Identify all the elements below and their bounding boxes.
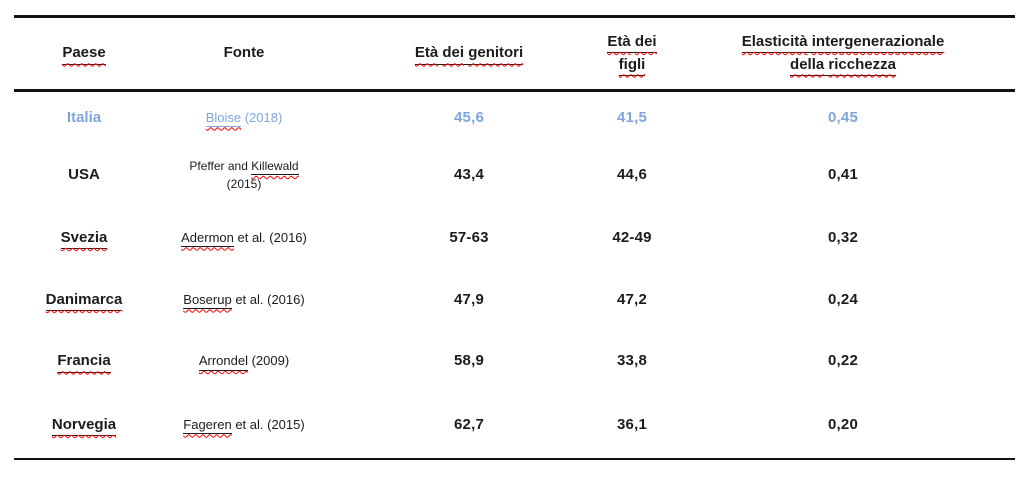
header-word: Elasticità	[741, 33, 808, 50]
country-cell: Danimarca	[14, 289, 154, 312]
country-label: Danimarca	[45, 290, 123, 311]
source-cell: Arrondel (2009)	[154, 352, 354, 371]
header-fonte-label: Fonte	[223, 44, 265, 62]
table-header-row: Paese Fonte Età dei genitori Età dei fig…	[14, 18, 1015, 92]
children-age-value: 36,1	[617, 415, 647, 433]
source-cell: Pfeffer and Killewald (2015)	[154, 158, 354, 193]
table-row-francia: Francia Arrondel (2009) 58,9 33,8 0,22	[14, 331, 1015, 392]
parents-age-value: 62,7	[454, 415, 484, 433]
header-fonte: Fonte	[154, 42, 354, 65]
source-pre: Pfeffer and	[189, 159, 252, 174]
children-age-value: 44,6	[617, 166, 647, 184]
children-age-value: 41,5	[617, 108, 647, 126]
children-age-value: 33,8	[617, 352, 647, 370]
source-rest: et al. (2016)	[233, 229, 307, 245]
header-word: dei	[634, 33, 657, 50]
elasticity-value: 0,32	[828, 228, 858, 246]
source-author: Boserup	[183, 291, 232, 310]
country-cell: Italia	[14, 107, 154, 130]
parents-age-value: 45,6	[454, 108, 484, 126]
parents-age-value: 47,9	[454, 290, 484, 308]
country-label: Francia	[57, 351, 111, 373]
header-paese-label: Paese	[62, 44, 106, 62]
elasticity-value: 0,24	[828, 290, 858, 308]
source-rest: (2009)	[247, 353, 290, 369]
header-word: Età	[607, 33, 631, 50]
source-rest: et al. (2016)	[231, 291, 305, 307]
elasticity-value: 0,41	[828, 166, 858, 184]
parents-age-value: 57-63	[449, 228, 489, 246]
source-cell: Boserup et al. (2016)	[154, 291, 354, 310]
header-elasticita: Elasticità intergenerazionale della ricc…	[714, 31, 1015, 76]
country-label: USA	[68, 166, 100, 184]
header-word: ricchezza	[828, 55, 896, 73]
children-age-value: 42-49	[612, 228, 652, 246]
source-author: Adermon	[181, 229, 234, 248]
header-word: dei	[442, 44, 465, 62]
header-eta-genitori-underline: Età dei genitori	[414, 43, 524, 65]
parents-age-value: 43,4	[454, 166, 484, 184]
elasticity-value: 0,22	[828, 352, 858, 370]
source-cell: Adermon et al. (2016)	[154, 229, 354, 248]
header-word: della	[790, 55, 825, 73]
header-eta-figli: Età dei figli	[584, 31, 714, 76]
source-cell: Fageren et al. (2015)	[154, 416, 354, 435]
source-author: Fageren	[183, 416, 232, 435]
country-label: Italia	[66, 108, 102, 126]
table-row-danimarca: Danimarca Boserup et al. (2016) 47,9 47,…	[14, 269, 1015, 331]
country-cell: Norvegia	[14, 414, 154, 437]
header-word: intergenerazionale	[811, 33, 945, 50]
source-author: Bloise	[205, 109, 242, 128]
table-row-usa: USA Pfeffer and Killewald (2015) 43,4 44…	[14, 144, 1015, 207]
country-cell: Svezia	[14, 227, 154, 250]
table-row-italia: Italia Bloise (2018) 45,6 41,5 0,45	[14, 92, 1015, 144]
table-body: Italia Bloise (2018) 45,6 41,5 0,45 USA …	[14, 92, 1015, 458]
table-row-svezia: Svezia Adermon et al. (2016) 57-63 42-49…	[14, 207, 1015, 269]
source-author: Killewald	[251, 158, 299, 176]
elasticity-value: 0,45	[828, 108, 858, 126]
country-cell: Francia	[14, 350, 154, 373]
source-year: (2015)	[226, 176, 262, 191]
header-word: figli	[618, 55, 646, 73]
header-word: genitori	[468, 44, 524, 62]
source-rest: (2018)	[241, 109, 283, 125]
children-age-value: 47,2	[617, 290, 647, 308]
table-row-norvegia: Norvegia Fageren et al. (2015) 62,7 36,1…	[14, 392, 1015, 458]
header-eta-genitori: Età dei genitori	[354, 42, 584, 65]
source-author: Arrondel	[198, 352, 248, 371]
elasticity-value: 0,20	[828, 415, 858, 433]
header-eta-figli-line2: figli	[618, 55, 646, 76]
header-elasticita-line2: della ricchezza	[790, 55, 896, 76]
wealth-elasticity-table: Paese Fonte Età dei genitori Età dei fig…	[14, 15, 1015, 460]
header-eta-figli-line1: Età dei	[607, 32, 657, 54]
country-cell: USA	[14, 164, 154, 187]
parents-age-value: 58,9	[454, 352, 484, 370]
country-label: Norvegia	[51, 415, 117, 436]
header-paese: Paese	[14, 42, 154, 65]
header-paese-underline: Paese	[62, 43, 106, 65]
header-elasticita-line1: Elasticità intergenerazionale	[741, 32, 945, 54]
header-word: Età	[414, 44, 439, 62]
country-label: Svezia	[60, 228, 108, 249]
source-cell: Bloise (2018)	[154, 109, 354, 128]
source-rest: et al. (2015)	[231, 416, 305, 432]
